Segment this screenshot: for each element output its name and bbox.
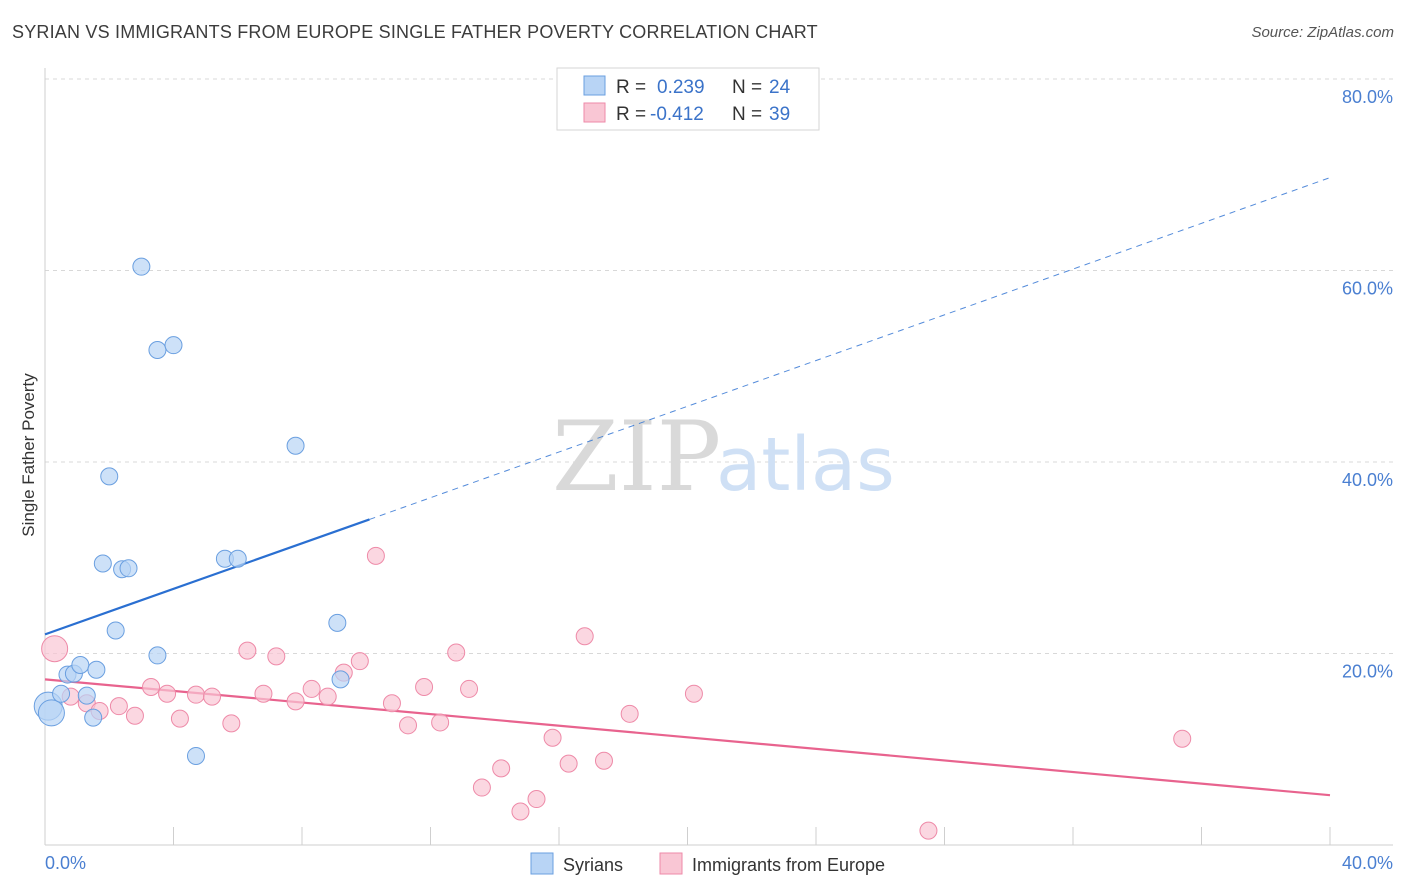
bottom-legend-label-syrians: Syrians — [563, 855, 623, 875]
point-syrians — [93, 554, 112, 573]
point-europe — [254, 684, 273, 703]
point-europe — [222, 714, 241, 733]
point-europe — [170, 709, 189, 728]
x-tick-labels: 0.0% 40.0% — [45, 853, 1393, 873]
point-europe — [366, 546, 385, 565]
watermark-atlas: atlas — [716, 422, 895, 508]
point-europe — [203, 687, 222, 706]
point-europe — [431, 713, 450, 732]
legend-n-value: 39 — [769, 104, 790, 125]
legend-swatch-europe — [583, 102, 606, 123]
source-label: Source: ZipAtlas.com — [1251, 24, 1394, 41]
point-europe — [302, 679, 321, 698]
point-europe — [527, 790, 546, 809]
y-tick-label: 40.0% — [1342, 470, 1393, 490]
trend-line-syrians-extension — [369, 177, 1331, 520]
legend-r-value: -0.412 — [650, 104, 704, 125]
point-europe — [158, 684, 177, 703]
legend-n-label: N = — [732, 104, 762, 125]
point-syrians — [71, 655, 90, 674]
point-europe — [41, 635, 69, 663]
bottom-legend-swatch-syrians — [530, 852, 554, 875]
y-axis-title: Single Father Poverty — [19, 373, 38, 537]
legend-r-label: R = — [616, 77, 646, 98]
y-tick-label: 20.0% — [1342, 662, 1393, 682]
point-europe — [350, 652, 369, 671]
point-syrians — [77, 686, 96, 705]
point-europe — [511, 802, 530, 821]
point-syrians — [164, 336, 183, 355]
point-europe — [238, 641, 257, 660]
point-europe — [286, 692, 305, 711]
legend-n-value: 24 — [769, 77, 791, 98]
point-syrians — [328, 613, 347, 632]
point-europe — [543, 728, 562, 747]
point-syrians — [106, 621, 125, 640]
point-europe — [620, 704, 639, 723]
point-syrians — [37, 699, 65, 727]
point-europe — [1173, 729, 1192, 748]
stats-legend: R = 0.239 N = 24 R = -0.412 N = 39 — [556, 67, 820, 131]
point-syrians — [148, 646, 167, 665]
point-europe — [415, 678, 434, 697]
point-syrians — [286, 436, 305, 455]
point-europe — [267, 647, 286, 666]
point-syrians — [100, 467, 119, 486]
point-europe — [109, 697, 128, 716]
point-europe — [559, 754, 578, 773]
legend-r-label: R = — [616, 104, 646, 125]
legend-r-value: 0.239 — [657, 77, 705, 98]
chart-title: SYRIAN VS IMMIGRANTS FROM EUROPE SINGLE … — [12, 22, 818, 42]
point-syrians — [87, 660, 106, 679]
point-syrians — [331, 670, 350, 689]
trend-line-syrians — [44, 518, 370, 636]
point-syrians — [186, 746, 205, 765]
point-europe — [125, 706, 144, 725]
legend-swatch-syrians — [583, 75, 606, 96]
point-syrians — [228, 549, 247, 568]
series-legend: Syrians Immigrants from Europe — [530, 852, 885, 875]
bottom-legend-label-europe: Immigrants from Europe — [692, 855, 885, 875]
point-europe — [919, 821, 938, 840]
point-europe — [186, 685, 205, 704]
point-europe — [399, 716, 418, 735]
point-europe — [142, 678, 161, 697]
point-syrians — [148, 340, 167, 359]
data-points — [33, 257, 1192, 840]
watermark-zip: ZIP — [552, 401, 721, 513]
y-tick-labels: 80.0% 60.0% 40.0% 20.0% — [1342, 87, 1393, 682]
bottom-legend-swatch-europe — [659, 852, 683, 875]
point-europe — [575, 627, 594, 646]
watermark: ZIP atlas — [552, 401, 895, 513]
y-tick-label: 80.0% — [1342, 87, 1393, 107]
point-europe — [684, 684, 703, 703]
point-syrians — [132, 257, 151, 276]
legend-n-label: N = — [732, 77, 762, 98]
point-syrians — [52, 684, 71, 703]
y-tick-label: 60.0% — [1342, 279, 1393, 299]
point-europe — [318, 687, 337, 706]
point-europe — [382, 694, 401, 713]
point-europe — [460, 679, 479, 698]
point-europe — [594, 751, 613, 770]
x-tick-label: 40.0% — [1342, 853, 1393, 873]
x-tick-label: 0.0% — [45, 853, 86, 873]
point-europe — [492, 759, 511, 778]
point-europe — [447, 643, 466, 662]
point-europe — [472, 778, 491, 797]
point-syrians — [84, 708, 103, 727]
gridlines — [45, 78, 1393, 654]
point-syrians — [119, 559, 138, 578]
